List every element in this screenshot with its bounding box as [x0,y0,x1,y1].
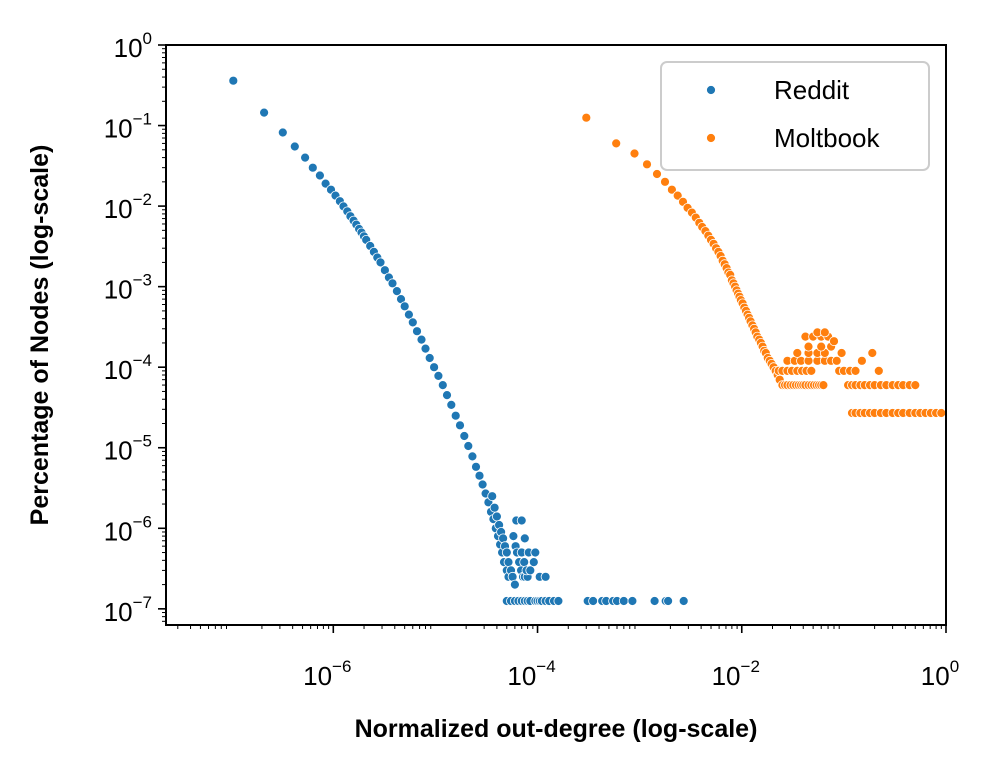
point-reddit-109 [588,596,598,606]
point-reddit-5 [307,162,318,173]
point-reddit-0 [228,75,239,86]
y-tick-label-2: 10−2 [104,190,152,224]
point-reddit-83 [525,565,536,576]
point-reddit-4 [300,152,311,163]
point-moltbook-102 [829,336,839,347]
point-reddit-41 [450,410,461,421]
point-reddit-47 [474,470,485,481]
x-tick-label-2: 10−2 [712,657,760,691]
legend-label-reddit: Reddit [774,75,850,105]
y-axis-label: Percentage of Nodes (log-scale) [26,145,54,526]
point-reddit-1 [259,107,270,118]
y-tick-label-7: 10−7 [104,593,152,627]
point-moltbook-117 [867,348,878,358]
point-moltbook-4 [652,169,662,179]
point-reddit-90 [528,557,539,567]
point-reddit-72 [508,531,519,541]
point-reddit-36 [429,362,440,373]
point-moltbook-3 [642,159,652,170]
point-reddit-26 [387,278,398,289]
point-reddit-34 [420,343,431,354]
y-tick-label-6: 10−6 [104,512,152,546]
point-moltbook-71 [818,380,829,391]
point-reddit-27 [391,286,402,297]
point-reddit-118 [663,596,673,606]
legend: Reddit Moltbook [660,61,930,171]
point-moltbook-95 [836,348,847,358]
point-reddit-40 [446,399,457,410]
point-moltbook-115 [850,365,861,376]
legend-marker-reddit [706,85,716,95]
point-reddit-29 [399,301,410,312]
point-reddit-37 [433,370,444,381]
point-reddit-71 [510,579,520,590]
point-moltbook-79 [806,365,817,376]
point-moltbook-123 [910,380,921,391]
point-reddit-61 [489,502,500,513]
point-reddit-31 [407,317,418,328]
point-moltbook-1 [611,138,622,149]
point-reddit-62 [491,511,502,522]
point-reddit-91 [530,547,541,558]
point-moltbook-0 [581,112,592,123]
point-moltbook-2 [629,148,640,159]
point-reddit-7 [320,178,331,189]
point-moltbook-87 [831,355,842,366]
point-reddit-85 [516,515,527,526]
ticks-layer: 10−6 10−4 10−2 100 100 10−1 10−2 10−3 10−4 10−5 10… [104,29,960,691]
point-moltbook-101 [819,327,830,338]
y-tick-label-4: 10−4 [104,351,152,385]
point-reddit-86 [519,533,530,544]
x-tick-label-1: 10−4 [507,657,555,691]
point-moltbook-93 [816,341,827,352]
point-reddit-42 [455,420,465,431]
point-reddit-6 [314,170,325,181]
point-reddit-81 [519,557,530,567]
point-moltbook-118 [873,365,884,376]
point-moltbook-88 [792,348,803,358]
point-reddit-107 [553,596,564,606]
point-reddit-68 [503,557,514,567]
point-reddit-3 [289,141,300,152]
point-reddit-114 [618,596,629,606]
point-moltbook-7 [672,190,683,201]
points-layer [228,75,947,606]
y-tick-label-5: 10−5 [104,432,152,466]
x-tick-label-0: 10−6 [303,657,351,691]
x-axis-label: Normalized out-degree (log-scale) [355,715,758,743]
point-reddit-43 [459,431,470,441]
point-reddit-33 [416,334,427,345]
point-reddit-115 [627,596,638,606]
legend-label-moltbook: Moltbook [774,123,880,153]
point-moltbook-141 [936,408,947,418]
point-reddit-39 [442,390,452,401]
point-reddit-60 [487,491,498,502]
point-reddit-67 [501,547,512,558]
point-reddit-46 [471,461,481,472]
point-reddit-48 [477,479,488,490]
point-reddit-44 [463,441,474,451]
x-tick-label-3: 100 [921,657,959,691]
point-reddit-2 [277,127,288,138]
point-moltbook-6 [667,184,677,195]
point-reddit-116 [649,596,660,606]
point-moltbook-116 [857,355,867,366]
point-reddit-89 [540,571,551,582]
point-moltbook-5 [660,176,670,187]
point-reddit-35 [424,353,435,363]
point-reddit-45 [467,451,478,462]
point-reddit-38 [437,380,448,391]
plot-frame [165,44,947,626]
point-reddit-32 [412,326,422,337]
point-reddit-30 [403,309,414,320]
y-tick-label-3: 10−3 [104,271,152,305]
legend-marker-moltbook [706,133,716,143]
legend-box [660,61,930,171]
y-tick-label-0: 100 [114,29,152,63]
point-reddit-119 [678,596,689,606]
point-moltbook-94 [803,341,814,352]
y-tick-label-1: 10−1 [104,110,152,144]
point-reddit-23 [375,257,386,268]
